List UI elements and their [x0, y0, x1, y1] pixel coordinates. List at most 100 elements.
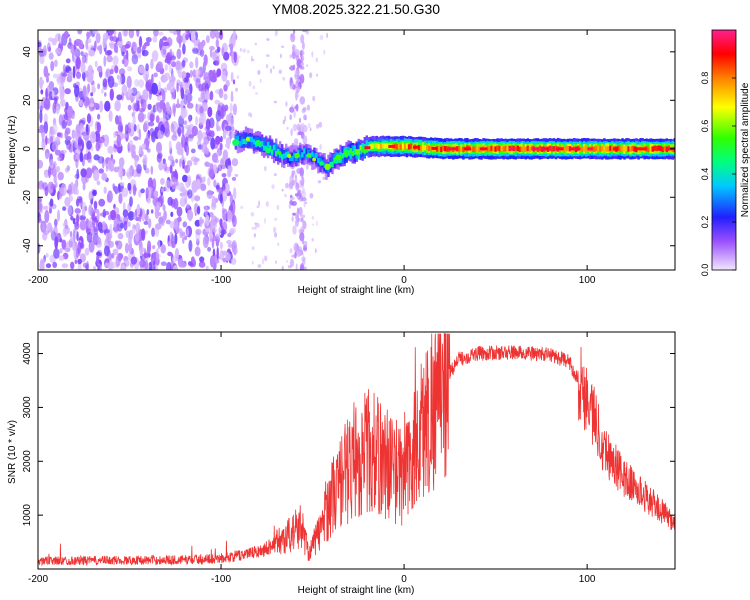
spectrogram-noise-blob: [250, 212, 255, 217]
spectrogram-noise-blob: [302, 220, 307, 230]
spectrogram-noise-blob: [177, 217, 182, 223]
spectrogram-noise-blob: [46, 76, 49, 83]
spectrogram-signal-cell: [520, 146, 523, 152]
spectrogram-noise-blob: [154, 223, 162, 230]
spectrogram-noise-blob: [215, 184, 220, 190]
spectrogram-signal-cell: [381, 143, 385, 149]
spectrogram-noise-blob: [200, 183, 207, 191]
spectrogram-noise-blob: [257, 70, 261, 75]
spectrogram-signal-cell: [275, 143, 278, 154]
spectrogram-noise-blob: [171, 61, 177, 68]
spectrogram-noise-blob: [227, 243, 233, 248]
spectrogram-noise-blob: [50, 183, 57, 191]
spectrogram-noise-blob: [162, 41, 170, 47]
spectrogram-noise-blob: [94, 60, 98, 68]
spectrogram-noise-blob: [96, 122, 101, 133]
spectrogram-noise-blob: [195, 228, 202, 236]
spectrogram-noise-blob: [144, 260, 149, 270]
spectrogram-signal-cell: [504, 146, 507, 152]
spectrogram-noise-blob: [176, 48, 182, 60]
spectrogram-noise-blob: [207, 177, 211, 186]
spectrogram-signal-cell: [363, 148, 366, 154]
spectrogram-noise-blob: [181, 134, 186, 148]
spectrogram-noise-blob: [77, 136, 82, 147]
spectrogram-noise-blob: [67, 70, 73, 81]
colorbar-ticks: 0.0 0.2 0.4 0.6 0.8: [700, 72, 736, 276]
spectrogram-signal-cell: [564, 145, 568, 151]
spectrogram-noise-blob: [118, 68, 126, 76]
spectrogram-noise-blob: [186, 209, 194, 221]
spectrogram-noise-blob: [196, 206, 201, 215]
spectrogram-signal-peak: [508, 147, 516, 151]
spectrogram-noise-blob: [118, 115, 122, 127]
spectrogram-signal-cell: [262, 145, 266, 151]
spectrogram-noise-blob: [38, 197, 42, 204]
spectrogram-noise-blob: [212, 228, 217, 233]
spectrogram-signal-cell: [472, 146, 475, 152]
spectrogram-signal-blob: [294, 152, 300, 159]
spectrogram-noise-blob: [232, 103, 237, 116]
spectrogram-noise-blob: [62, 206, 67, 211]
spectrogram-signal-cell: [262, 137, 266, 148]
spectrogram-noise-blob: [299, 117, 301, 124]
spectrogram-noise-blob: [294, 245, 297, 251]
spectrogram-noise-blob: [105, 165, 109, 172]
spectrogram-noise-blob: [293, 109, 296, 118]
spectrogram-noise-blob: [39, 110, 43, 123]
spectrogram-signal-cell: [625, 145, 628, 151]
spectrogram-noise-blob: [170, 179, 173, 187]
spectrogram-signal-blob: [277, 151, 282, 155]
spectrogram-signal-cell: [657, 145, 660, 151]
snr-x-axis-label: Height of straight line (km): [298, 585, 415, 596]
spectrogram-noise-blob: [118, 74, 122, 86]
spectrogram-noise-blob: [148, 121, 155, 127]
spectrogram-signal-cell: [409, 143, 413, 149]
spectrogram-noise-blob: [98, 168, 104, 174]
spectrogram-signal-peak: [388, 144, 396, 148]
spectrogram-noise-blob: [188, 114, 192, 123]
spectrogram-noise-blob: [219, 241, 223, 250]
spectrogram-signal-cell: [264, 145, 268, 152]
spectrogram-signal-peak: [637, 147, 647, 151]
spectrogram-noise-blob: [301, 197, 307, 202]
spectrogram-noise-blob: [99, 44, 103, 55]
spectrogram-noise-blob: [276, 204, 280, 211]
spectrogram-noise-blob: [169, 164, 173, 174]
spectrogram-noise-blob: [173, 104, 176, 117]
spectrogram-noise-blob: [134, 159, 138, 168]
spectrogram-noise-blob: [204, 205, 208, 217]
spectrogram-noise-blob: [86, 140, 92, 150]
spectrogram-signal-cell: [351, 145, 354, 155]
spectrogram-noise-blob: [291, 216, 294, 222]
spectrogram-noise-blob: [97, 237, 102, 245]
spectrogram-signal-cell: [528, 146, 532, 152]
spectrogram-noise-blob: [300, 74, 304, 79]
spectrogram-noise-blob: [312, 95, 316, 102]
spectrogram-signal-cell: [373, 143, 376, 149]
snr-x-ticks: -200 -100 0 100: [28, 332, 596, 585]
spectrogram-noise-blob: [203, 54, 208, 66]
spectrogram-noise-blob: [141, 143, 146, 150]
spectrogram-signal-cell: [335, 158, 338, 164]
spectrogram-noise-blob: [43, 230, 50, 236]
snr-x-tick-label: -200: [28, 574, 48, 585]
spectrogram-signal-cell: [323, 162, 326, 168]
spectrogram-signal-blob: [319, 161, 324, 166]
spectrogram-noise-blob: [190, 148, 196, 154]
spectrogram-noise-blob: [143, 154, 148, 166]
spectrogram-noise-blob: [45, 88, 48, 101]
spectrogram-noise-blob: [195, 116, 199, 126]
snr-series-line: [38, 333, 675, 567]
spectrogram-noise-blob: [156, 201, 162, 208]
spectrogram-noise-blob: [72, 241, 75, 251]
spectrogram-noise-blob: [67, 183, 72, 196]
spectrogram-signal-cell: [307, 150, 310, 156]
spectrogram-noise-blob: [162, 105, 166, 119]
spectrogram-noise-blob: [176, 34, 183, 44]
spectrogram-noise-blob: [70, 261, 75, 270]
spectrogram-noise-blob: [156, 144, 162, 154]
spectrogram-noise-blob: [219, 193, 223, 204]
spectrogram-noise-blob: [182, 159, 185, 169]
spectrogram-signal-cell: [317, 157, 320, 164]
spectrogram-noise-blob: [227, 116, 234, 129]
